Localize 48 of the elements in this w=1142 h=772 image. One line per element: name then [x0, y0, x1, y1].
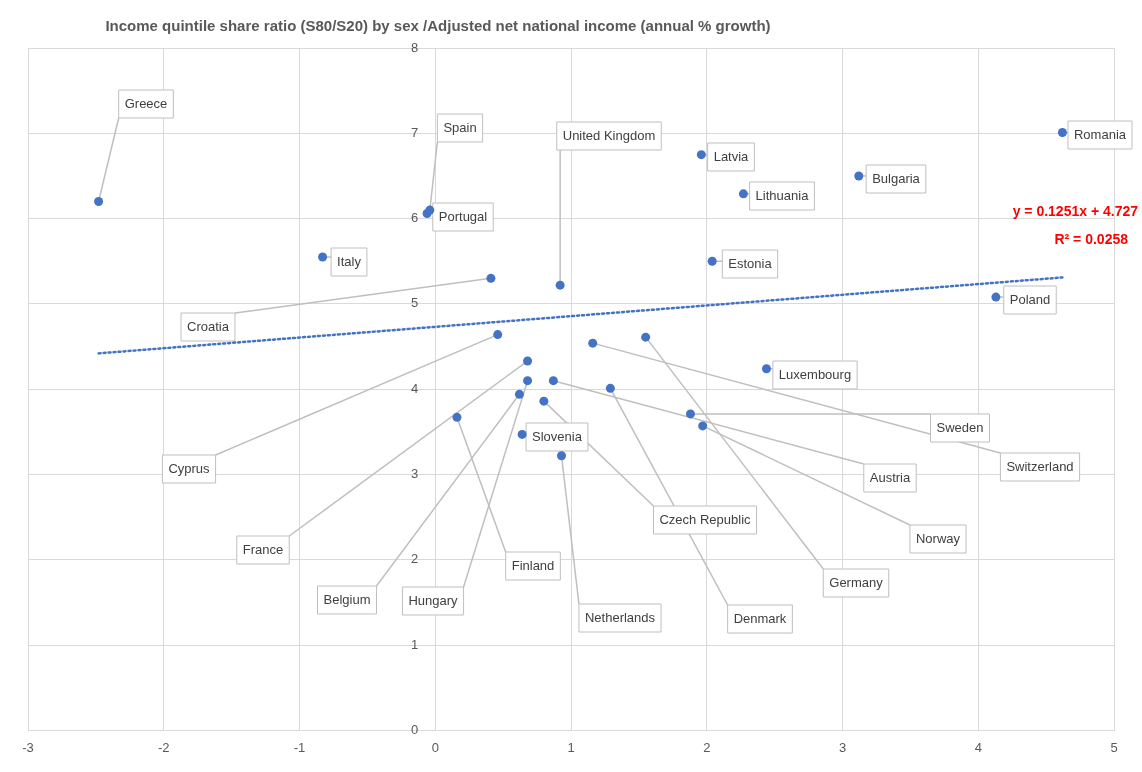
text: Finland: [511, 557, 555, 573]
series-label: Bulgaria: [872, 170, 921, 186]
y-tick-label: 5: [411, 295, 419, 311]
text: United Kingdom: [562, 127, 656, 143]
text: Greece: [124, 95, 168, 111]
text: Spain: [443, 119, 477, 135]
y-tick-label: 8: [411, 39, 419, 55]
x-tick-label: 4: [974, 739, 982, 755]
series-label: Italy: [337, 253, 362, 269]
y-tick-label: 3: [411, 466, 419, 482]
text: Czech Republic: [659, 511, 752, 527]
chart-title: Income quintile share ratio (S80/S20) by sex /Adjusted net national income (annual % growth): [105, 17, 771, 35]
x-tick-label: 3: [838, 739, 847, 755]
text: Sweden: [936, 419, 984, 435]
text: Cyprus: [168, 460, 211, 476]
y-tick-label: 2: [411, 551, 419, 567]
text: Norway: [915, 530, 961, 546]
series-label: Estonia: [728, 255, 773, 271]
series-label: Lithuania: [755, 187, 810, 203]
series-label: Slovenia: [532, 428, 583, 444]
text: Belgium: [323, 591, 371, 607]
text: Germany: [829, 574, 884, 590]
annotation: y = 0.1251x + 4.727: [1012, 202, 1139, 219]
text: Denmark: [733, 610, 787, 626]
text: France: [242, 541, 284, 557]
x-tick-label: -2: [157, 739, 170, 755]
text: Hungary: [408, 592, 459, 608]
series-label: Poland: [1009, 291, 1051, 307]
y-tick-label: 6: [411, 210, 419, 226]
series-label: Latvia: [713, 148, 750, 164]
text: Austria: [869, 469, 911, 485]
y-tick-label: 1: [411, 636, 419, 652]
text: Netherlands: [584, 609, 656, 625]
text: Switzerland: [1006, 458, 1074, 474]
annotation: R² = 0.0258: [1054, 230, 1129, 247]
x-tick-label: -3: [22, 739, 34, 755]
y-tick-label: 7: [411, 124, 419, 140]
x-tick-label: -1: [293, 739, 306, 755]
text: Croatia: [187, 318, 230, 334]
x-tick-label: 0: [431, 739, 439, 755]
y-tick-label: 4: [411, 380, 419, 396]
series-label: Luxembourg: [778, 366, 852, 382]
x-tick-label: 1: [567, 739, 575, 755]
series-label: Portugal: [438, 208, 488, 224]
x-tick-label: 2: [703, 739, 711, 755]
x-tick-label: 5: [1110, 739, 1118, 755]
y-tick-label: 0: [411, 721, 419, 737]
series-label: Romania: [1073, 126, 1127, 142]
